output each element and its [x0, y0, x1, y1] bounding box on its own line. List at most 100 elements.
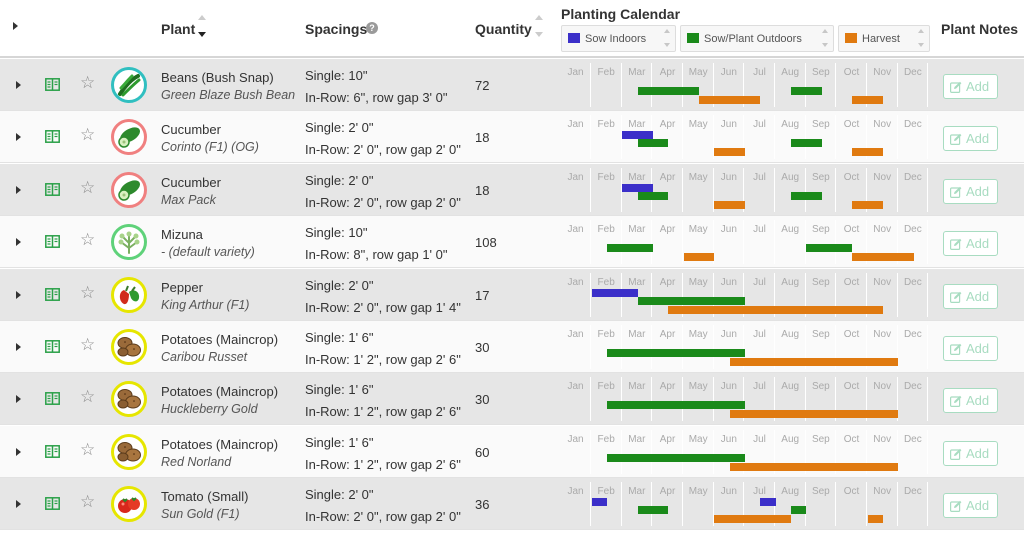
- star-icon[interactable]: ☆: [80, 335, 96, 355]
- plant-name[interactable]: Beans (Bush Snap): [161, 70, 274, 85]
- table-row[interactable]: ☆ Pepper King Arthur (F1) Single: 2' 0" In-R…: [0, 268, 1024, 321]
- expand-row-icon[interactable]: [16, 343, 21, 351]
- quantity-value[interactable]: 30: [475, 392, 490, 408]
- legend-harvest[interactable]: Harvest: [838, 25, 930, 52]
- harvest-bar: [714, 200, 745, 209]
- in-row-spacing: In-Row: 1' 2", row gap 2' 6": [305, 352, 461, 367]
- expand-all-icon[interactable]: [13, 22, 18, 30]
- star-icon[interactable]: ☆: [80, 492, 96, 513]
- month-label: Dec: [898, 429, 929, 474]
- details-icon[interactable]: [45, 235, 60, 249]
- plant-name[interactable]: Tomato (Small): [161, 489, 249, 505]
- add-note-button[interactable]: Add: [943, 283, 998, 309]
- help-icon[interactable]: ?: [366, 22, 378, 34]
- add-note-button[interactable]: Add: [943, 440, 998, 466]
- plant-name[interactable]: Potatoes (Maincrop): [161, 384, 279, 400]
- expand-row-icon[interactable]: [16, 447, 21, 456]
- star-icon[interactable]: ☆: [80, 230, 96, 251]
- add-label: Add: [966, 288, 990, 304]
- table-row[interactable]: ☆ Potatoes (Maincrop) Caribou Russet Single…: [0, 321, 1024, 373]
- add-note-button[interactable]: Add: [943, 231, 998, 257]
- star-icon[interactable]: ☆: [80, 177, 96, 198]
- expand-row-icon[interactable]: [16, 395, 21, 404]
- plant-name[interactable]: Pepper: [161, 279, 203, 295]
- month-label: Mar: [622, 220, 653, 265]
- plant-name[interactable]: Potatoes (Maincrop): [161, 332, 279, 347]
- tomato-icon: [111, 486, 147, 523]
- star-icon[interactable]: ☆: [80, 387, 96, 408]
- quantity-sort-icon[interactable]: [535, 15, 545, 41]
- table-row[interactable]: ☆ Potatoes (Maincrop) Red Norland Single: 1…: [0, 425, 1024, 478]
- star-icon[interactable]: ☆: [80, 125, 96, 146]
- outdoors-bar: [607, 401, 745, 410]
- plant-name[interactable]: Potatoes (Maincrop): [161, 436, 279, 452]
- month-label: Dec: [898, 63, 929, 107]
- star-icon[interactable]: ☆: [80, 282, 96, 303]
- details-icon[interactable]: [45, 392, 60, 406]
- table-row[interactable]: ☆ Cucumber Corinto (F1) (OG) Single: 2' 0" I…: [0, 111, 1024, 164]
- single-spacing: Single: 2' 0": [305, 120, 374, 136]
- add-note-button[interactable]: Add: [943, 126, 998, 152]
- single-spacing: Single: 10": [305, 68, 368, 83]
- details-icon[interactable]: [45, 444, 60, 458]
- plant-name[interactable]: Mizuna: [161, 227, 203, 243]
- expand-row-icon[interactable]: [16, 238, 21, 247]
- single-spacing: Single: 1' 6": [305, 434, 374, 450]
- quantity-value[interactable]: 17: [475, 287, 490, 303]
- star-icon[interactable]: ☆: [80, 73, 96, 93]
- details-icon[interactable]: [45, 78, 60, 91]
- add-note-button[interactable]: Add: [943, 493, 998, 519]
- in-row-spacing: In-Row: 8", row gap 1' 0": [305, 247, 448, 263]
- quantity-value[interactable]: 30: [475, 340, 490, 355]
- add-label: Add: [966, 498, 990, 514]
- harvest-bar: [683, 253, 715, 262]
- month-label: Aug: [775, 220, 806, 265]
- details-icon[interactable]: [45, 130, 60, 144]
- quantity-column-header[interactable]: Quantity: [475, 21, 532, 37]
- expand-row-icon[interactable]: [16, 133, 21, 142]
- quantity-value[interactable]: 72: [475, 78, 490, 93]
- add-note-button[interactable]: Add: [943, 178, 998, 204]
- add-note-button[interactable]: Add: [943, 74, 998, 99]
- table-row[interactable]: ☆ Potatoes (Maincrop) Huckleberry Gold Sing…: [0, 373, 1024, 426]
- quantity-value[interactable]: 18: [475, 182, 490, 198]
- add-note-button[interactable]: Add: [943, 336, 998, 361]
- planting-calendar: Jan Feb Mar Apr May Jun Jul Aug Sep Oct Nov Dec: [561, 325, 929, 369]
- quantity-value[interactable]: 108: [475, 235, 497, 251]
- table-row[interactable]: ☆ Cucumber Max Pack Single: 2' 0" In-Row: 2'…: [0, 163, 1024, 216]
- plant-name[interactable]: Cucumber: [161, 174, 221, 190]
- outdoors-bar: [791, 139, 822, 148]
- month-label: Jan: [561, 63, 591, 107]
- harvest-swatch: [845, 33, 857, 43]
- table-row[interactable]: ☆ Tomato (Small) Sun Gold (F1) Single: 2' 0…: [0, 478, 1024, 531]
- expand-row-icon[interactable]: [16, 500, 21, 509]
- month-label: Mar: [622, 482, 653, 527]
- harvest-bar: [729, 358, 899, 366]
- plant-column-header[interactable]: Plant: [161, 21, 196, 37]
- expand-row-icon[interactable]: [16, 81, 21, 89]
- outdoors-bar: [607, 244, 653, 253]
- legend-sow-indoors[interactable]: Sow Indoors: [561, 25, 676, 52]
- indoors-bar: [760, 498, 776, 507]
- expand-row-icon[interactable]: [16, 290, 21, 299]
- expand-row-icon[interactable]: [16, 185, 21, 194]
- planting-calendar: Jan Feb Mar Apr May Jun Jul Aug Sep Oct Nov Dec: [561, 429, 929, 474]
- plant-name[interactable]: Cucumber: [161, 122, 221, 138]
- add-note-button[interactable]: Add: [943, 388, 998, 414]
- details-icon[interactable]: [45, 340, 60, 353]
- table-row[interactable]: ☆ Beans (Bush Snap) Green Blaze Bush Bean S…: [0, 59, 1024, 111]
- outdoors-bar: [791, 87, 822, 95]
- table-row[interactable]: ☆ Mizuna - (default variety) Single: 10" In-…: [0, 216, 1024, 269]
- quantity-value[interactable]: 60: [475, 444, 490, 460]
- legend-sow-outdoors[interactable]: Sow/Plant Outdoors: [680, 25, 834, 52]
- plant-sort-icon[interactable]: [198, 15, 208, 41]
- details-icon[interactable]: [45, 287, 60, 301]
- month-label: Dec: [898, 377, 929, 422]
- star-icon[interactable]: ☆: [80, 439, 96, 460]
- quantity-value[interactable]: 18: [475, 130, 490, 146]
- details-icon[interactable]: [45, 497, 60, 511]
- details-icon[interactable]: [45, 182, 60, 196]
- add-label: Add: [966, 131, 990, 147]
- quantity-value[interactable]: 36: [475, 497, 490, 513]
- beans-icon: [111, 67, 147, 103]
